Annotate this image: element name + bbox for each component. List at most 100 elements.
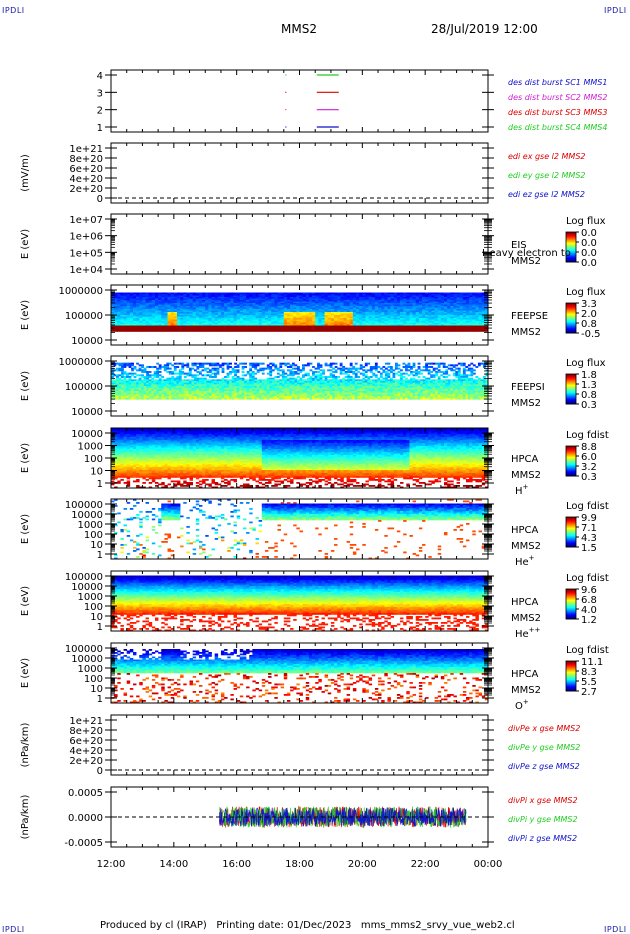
- heatmap-cell: [315, 319, 319, 322]
- heatmap-cell: [356, 306, 360, 308]
- heatmap-cell: [163, 389, 167, 392]
- heatmap-cell: [173, 307, 178, 310]
- heatmap-cell: [229, 384, 232, 387]
- heatmap-cell: [315, 297, 319, 299]
- heatmap-cell: [256, 382, 260, 385]
- heatmap-cell: [192, 328, 197, 331]
- heatmap-cell: [299, 298, 303, 301]
- heatmap-cell: [293, 297, 297, 299]
- heatmap-cell: [161, 295, 165, 298]
- heatmap-cell: [422, 303, 426, 305]
- heatmap-cell: [396, 312, 401, 314]
- heatmap-cell: [277, 303, 281, 305]
- heatmap-cell: [418, 306, 423, 308]
- heatmap-cell: [117, 322, 121, 325]
- heatmap-cell: [343, 310, 347, 313]
- heatmap-cell: [327, 330, 332, 332]
- heatmap-cell: [142, 300, 146, 302]
- heatmap-cell: [314, 379, 318, 382]
- heatmap-cell: [343, 294, 347, 296]
- heatmap-cell: [193, 374, 197, 377]
- heatmap-cell: [387, 319, 391, 322]
- heatmap-cell: [151, 394, 155, 397]
- heatmap-cell: [308, 295, 313, 298]
- heatmap-cell: [286, 318, 291, 320]
- heatmap-cell: [121, 374, 124, 377]
- heatmap-cell: [242, 307, 247, 310]
- heatmap-cell: [123, 294, 128, 296]
- heatmap-cell: [286, 389, 290, 392]
- heatmap-cell: [138, 377, 142, 380]
- heatmap-cell: [138, 386, 142, 388]
- heatmap-cell: [163, 396, 167, 398]
- heatmap-cell: [214, 374, 217, 377]
- heatmap-cell: [277, 319, 281, 322]
- heatmap-cell: [478, 330, 483, 332]
- heatmap-cell: [143, 394, 147, 397]
- heatmap-cell: [205, 318, 209, 320]
- heatmap-cell: [186, 303, 190, 305]
- heatmap-cell: [334, 303, 338, 305]
- heatmap-cell: [239, 386, 242, 388]
- heatmap-cell: [116, 389, 119, 392]
- heatmap-cell: [224, 301, 228, 304]
- heatmap-cell: [254, 384, 258, 387]
- heatmap-cell: [151, 325, 156, 328]
- heatmap-cell: [161, 306, 165, 308]
- heatmap-cell: [214, 316, 219, 319]
- heatmap-cell: [224, 330, 228, 332]
- heatmap-cell: [307, 391, 310, 393]
- heatmap-cell: [166, 391, 170, 393]
- heatmap-cell: [191, 387, 195, 390]
- heatmap-cell: [148, 306, 153, 308]
- heatmap-cell: [234, 372, 237, 375]
- heatmap-cell: [171, 391, 175, 393]
- heatmap-cell: [236, 319, 241, 322]
- heatmap-cell: [456, 295, 461, 298]
- heatmap-cell: [384, 292, 388, 295]
- heatmap-cell: [390, 297, 395, 299]
- heatmap-cell: [305, 303, 310, 305]
- heatmap-cell: [198, 371, 202, 373]
- heatmap-cell: [233, 306, 237, 308]
- heatmap-cell: [291, 391, 295, 393]
- heatmap-cell: [296, 397, 300, 400]
- heatmap-cell: [163, 387, 167, 390]
- heatmap-cell: [116, 374, 119, 377]
- heatmap-cell: [359, 330, 363, 332]
- heatmap-cell: [447, 316, 451, 319]
- heatmap-cell: [233, 322, 237, 325]
- heatmap-cell: [123, 381, 127, 383]
- heatmap-cell: [136, 324, 140, 326]
- heatmap-cell: [450, 309, 454, 311]
- heatmap-cell: [148, 397, 152, 400]
- heatmap-cell: [286, 295, 291, 298]
- heatmap-cell: [186, 324, 190, 326]
- heatmap-cell: [268, 307, 272, 310]
- heatmap-cell: [217, 304, 222, 307]
- heatmap-cell: [308, 313, 313, 316]
- heatmap-cell: [251, 394, 255, 397]
- heatmap-cell: [170, 307, 175, 310]
- heatmap-cell: [302, 391, 305, 393]
- heatmap-cell: [315, 306, 319, 308]
- heatmap-cell: [126, 321, 131, 323]
- heatmap-cell: [343, 307, 347, 310]
- heatmap-cell: [437, 318, 442, 320]
- heatmap-cell: [459, 292, 464, 295]
- heatmap-cell: [220, 295, 225, 298]
- heatmap-cell: [456, 301, 461, 304]
- heatmap-cell: [208, 318, 212, 320]
- heatmap-cell: [249, 325, 253, 328]
- heatmap-cell: [261, 392, 265, 395]
- heatmap-cell: [206, 381, 210, 383]
- heatmap-cell: [319, 377, 323, 380]
- heatmap-cell: [242, 304, 247, 307]
- heatmap-cell: [163, 382, 167, 385]
- heatmap-cell: [334, 330, 338, 332]
- heatmap-cell: [302, 297, 307, 299]
- heatmap-cell: [312, 300, 316, 302]
- heatmap-cell: [422, 319, 426, 322]
- heatmap-cell: [418, 300, 423, 302]
- heatmap-cell: [206, 374, 210, 377]
